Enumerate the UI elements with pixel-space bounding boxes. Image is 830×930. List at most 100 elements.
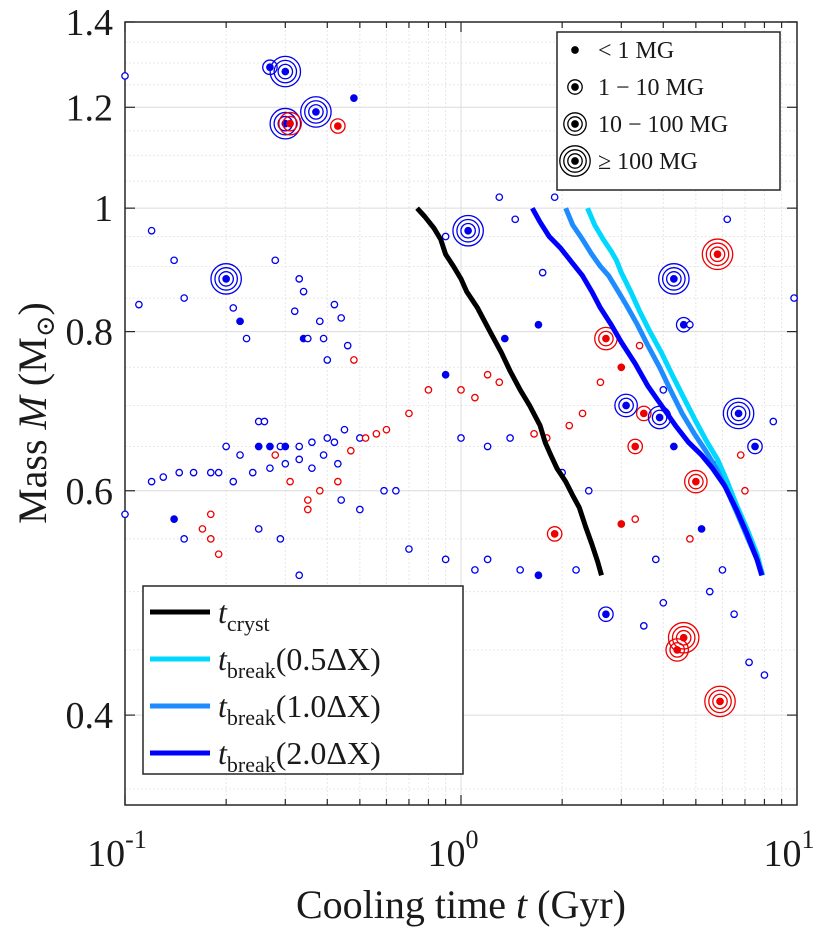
- data-point: [578, 409, 587, 418]
- data-point: [229, 477, 238, 486]
- series-line: [415, 206, 604, 576]
- data-point: [290, 307, 299, 316]
- data-point: [617, 363, 626, 372]
- marker-legend: < 1 MG 1 − 10 MG 10 − 100 MG ≥ 100 MG: [556, 31, 781, 191]
- magnetic-point: [598, 606, 614, 623]
- marker-legend-box: [556, 31, 781, 191]
- tick-labels: 0.4 0.6 0.8 1 1.2 1.4 10-1 100 101: [66, 2, 815, 875]
- data-point: [286, 477, 294, 486]
- data-point: [659, 386, 668, 394]
- data-point: [405, 545, 413, 553]
- data-point: [361, 434, 370, 442]
- line-legend-label: tbreak(1.0ΔX): [218, 688, 381, 730]
- data-point: [471, 566, 479, 574]
- data-point: [333, 477, 342, 486]
- data-point: [147, 226, 156, 235]
- data-point: [308, 464, 316, 473]
- data-point: [471, 393, 479, 402]
- marker-legend-label: 10 − 100 MG: [598, 112, 728, 138]
- data-point: [180, 535, 189, 543]
- data-point: [330, 300, 339, 309]
- x-axis-title: Cooling time t (Gyr): [296, 882, 626, 927]
- data-point: [121, 72, 129, 80]
- data-point: [382, 425, 391, 434]
- data-point: [686, 320, 694, 329]
- data-point: [516, 566, 525, 574]
- data-point: [495, 378, 504, 387]
- data-point: [170, 256, 178, 265]
- data-point: [565, 421, 574, 430]
- data-point: [254, 525, 263, 533]
- data-point: [790, 294, 798, 302]
- data-point: [346, 446, 355, 455]
- data-point: [424, 386, 433, 394]
- x-tick-label: 100: [428, 825, 479, 875]
- data-point: [584, 486, 593, 495]
- data-point: [315, 486, 324, 495]
- data-point: [659, 598, 668, 607]
- data-point: [254, 442, 263, 451]
- data-point: [506, 434, 514, 442]
- data-point: [534, 320, 543, 329]
- magnetic-point: [627, 438, 644, 455]
- y-tick-label: 1.2: [66, 87, 114, 129]
- data-point: [500, 334, 509, 343]
- magnetic-point: [546, 526, 563, 542]
- data-point: [308, 438, 316, 447]
- data-point: [705, 587, 714, 596]
- data-point: [299, 287, 308, 296]
- data-point: [319, 451, 328, 459]
- data-point: [635, 341, 644, 350]
- data-point: [135, 300, 143, 309]
- data-point: [337, 496, 346, 504]
- magnetic-point: [747, 438, 763, 455]
- data-point: [760, 671, 769, 679]
- data-point: [229, 304, 238, 312]
- data-point: [380, 486, 388, 495]
- data-point: [315, 317, 324, 326]
- data-point: [741, 486, 749, 495]
- data-point: [236, 317, 244, 326]
- axis-ticks: [124, 21, 797, 805]
- y-axis-title: Mass M (M⊙): [10, 302, 60, 524]
- data-point: [222, 442, 230, 451]
- marker-legend-symbol: [563, 112, 587, 136]
- data-point: [206, 510, 215, 519]
- data-point: [483, 370, 492, 379]
- data-point: [669, 442, 678, 451]
- line-legend: tcryst tbreak(0.5ΔX) tbreak(1.0ΔX) tbreak(2…: [142, 585, 464, 777]
- data-point: [631, 515, 640, 523]
- line-legend-label: tbreak(0.5ΔX): [218, 641, 381, 683]
- marker-legend-label: < 1 MG: [598, 38, 674, 64]
- x-tick-label: 101: [764, 825, 815, 875]
- data-point: [534, 571, 543, 580]
- x-tick-label: 10-1: [87, 825, 147, 875]
- data-point: [340, 425, 349, 434]
- magnetic-point: [329, 118, 346, 134]
- data-point: [276, 535, 285, 543]
- data-point: [483, 555, 492, 564]
- magnetic-point: [635, 405, 652, 422]
- data-point: [639, 622, 648, 630]
- y-tick-label: 1.4: [66, 2, 114, 44]
- data-point: [441, 370, 450, 379]
- data-point: [441, 555, 450, 564]
- data-point: [323, 434, 332, 442]
- data-point: [343, 341, 352, 350]
- data-point: [330, 438, 339, 447]
- data-point: [356, 505, 364, 514]
- data-point: [319, 334, 328, 343]
- marker-legend-label: 1 − 10 MG: [598, 75, 704, 101]
- data-point: [266, 442, 274, 451]
- data-points: [121, 55, 798, 718]
- magnetic-point: [614, 393, 638, 418]
- magnetic-point: [269, 55, 302, 88]
- magnetic-point: [701, 238, 734, 271]
- data-point: [303, 496, 312, 504]
- data-point: [295, 455, 304, 464]
- data-point: [686, 535, 694, 543]
- data-point: [281, 459, 290, 468]
- y-tick-label: 0.4: [66, 695, 114, 737]
- data-point: [550, 193, 559, 202]
- data-point: [242, 334, 251, 343]
